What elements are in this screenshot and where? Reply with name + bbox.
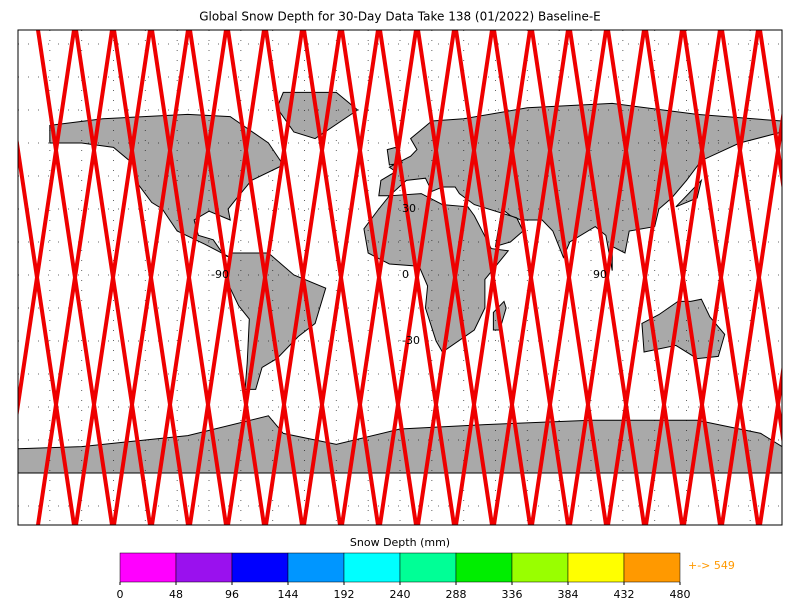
ground-track (150, 30, 228, 525)
colorbar: 0 48 96 144 192 240 288 336 384 432 480 (117, 552, 691, 600)
ground-track (112, 30, 190, 525)
land-australia (641, 298, 726, 360)
map-grid-label: 180 (784, 268, 800, 281)
map-area: 30 -30 -90 0 90 180 (18, 30, 800, 525)
colorbar-title: Snow Depth (mm) (350, 536, 450, 549)
colorbar-tick-label: 288 (446, 588, 467, 600)
colorbar-tick-label: 48 (169, 588, 183, 600)
colorbar-tick-label: 240 (390, 588, 411, 600)
map-grid-label: -30 (402, 334, 420, 347)
colorbar-tick-label: 96 (225, 588, 239, 600)
ground-track (264, 30, 342, 525)
land-africa (363, 193, 510, 353)
colorbar-segment (511, 552, 569, 583)
map-grid-label: 0 (402, 268, 409, 281)
colorbar-segment (455, 552, 513, 583)
overflow-label: +-> 549 (688, 559, 735, 572)
ground-track (340, 30, 418, 525)
colorbar-tick-label: 0 (117, 588, 124, 600)
ground-track (74, 30, 152, 525)
ground-track (758, 30, 782, 191)
colorbar-segment (175, 552, 233, 583)
colorbar-segment (567, 552, 625, 583)
ground-track (568, 30, 646, 525)
ground-track (492, 30, 570, 525)
ground-track (36, 30, 114, 525)
ground-track (644, 30, 722, 525)
ground-track (188, 30, 266, 525)
colorbar-segment (343, 552, 401, 583)
colorbar-tick-label: 336 (502, 588, 523, 600)
colorbar-tick-label: 192 (334, 588, 355, 600)
ground-track (682, 30, 760, 525)
colorbar-segment (119, 552, 177, 583)
ground-track (530, 30, 608, 525)
colorbar-tick-label: 480 (670, 588, 691, 600)
ground-track (378, 30, 456, 525)
colorbar-tick-label: 144 (278, 588, 299, 600)
map-frame (17, 29, 783, 526)
colorbar-segment (399, 552, 457, 583)
ground-track (606, 30, 684, 525)
ground-track (454, 30, 532, 525)
colorbar-segment (623, 552, 681, 583)
map-grid-label: -90 (211, 268, 229, 281)
ground-track (226, 30, 304, 525)
colorbar-segment (231, 552, 289, 583)
ground-track (758, 364, 782, 525)
map-grid-label: 30 (402, 202, 416, 215)
map-title: Global Snow Depth for 30-Day Data Take 1… (199, 10, 601, 24)
colorbar-segment (287, 552, 345, 583)
ground-track (720, 110, 782, 525)
ground-track (416, 30, 494, 525)
map-grid-label: 90 (593, 268, 607, 281)
colorbar-tick-label: 432 (614, 588, 635, 600)
colorbar-tick-label: 384 (558, 588, 579, 600)
ground-track (302, 30, 380, 525)
ground-track (18, 30, 76, 419)
